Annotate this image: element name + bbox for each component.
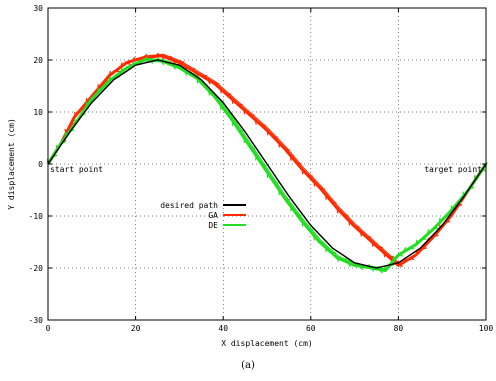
series-jitter (279, 142, 280, 147)
y-tick-label: 0 (38, 160, 43, 169)
y-tick-label: -20 (29, 264, 44, 273)
x-tick-label: 0 (46, 324, 51, 333)
legend-label: DE (208, 221, 218, 230)
series-layer (48, 53, 488, 273)
series-jitter (209, 90, 210, 95)
figure-caption: (a) (241, 360, 255, 371)
series-line (48, 56, 486, 266)
x-tick-label: 40 (218, 324, 228, 333)
legend-label: desired path (160, 201, 218, 210)
series-ga (48, 53, 488, 266)
series-jitter (398, 266, 403, 267)
series-jitter (302, 169, 303, 174)
series-jitter (197, 78, 198, 83)
x-tick-label: 80 (394, 324, 404, 333)
x-axis-label: X displacement (cm) (221, 339, 313, 348)
series-jitter (267, 130, 268, 135)
x-tick-label: 20 (131, 324, 141, 333)
series-jitter (314, 181, 315, 186)
series-jitter (337, 208, 338, 213)
y-tick-label: 30 (33, 4, 43, 13)
legend-label: GA (208, 211, 218, 220)
series-jitter (410, 248, 415, 249)
y-tick-label: -10 (29, 212, 44, 221)
y-tick-label: -30 (29, 316, 44, 325)
series-jitter (349, 220, 350, 225)
series-jitter (410, 259, 415, 260)
x-tick-label: 60 (306, 324, 316, 333)
y-axis-label: Y displacement (cm) (7, 118, 16, 210)
y-tick-label: 20 (33, 56, 43, 65)
x-tick-label: 100 (479, 324, 494, 333)
series-line (48, 60, 486, 271)
start-point-label: start point (50, 165, 103, 174)
target-point-label: target point (424, 165, 482, 174)
series-trace (50, 54, 488, 264)
y-tick-label: 10 (33, 108, 43, 117)
